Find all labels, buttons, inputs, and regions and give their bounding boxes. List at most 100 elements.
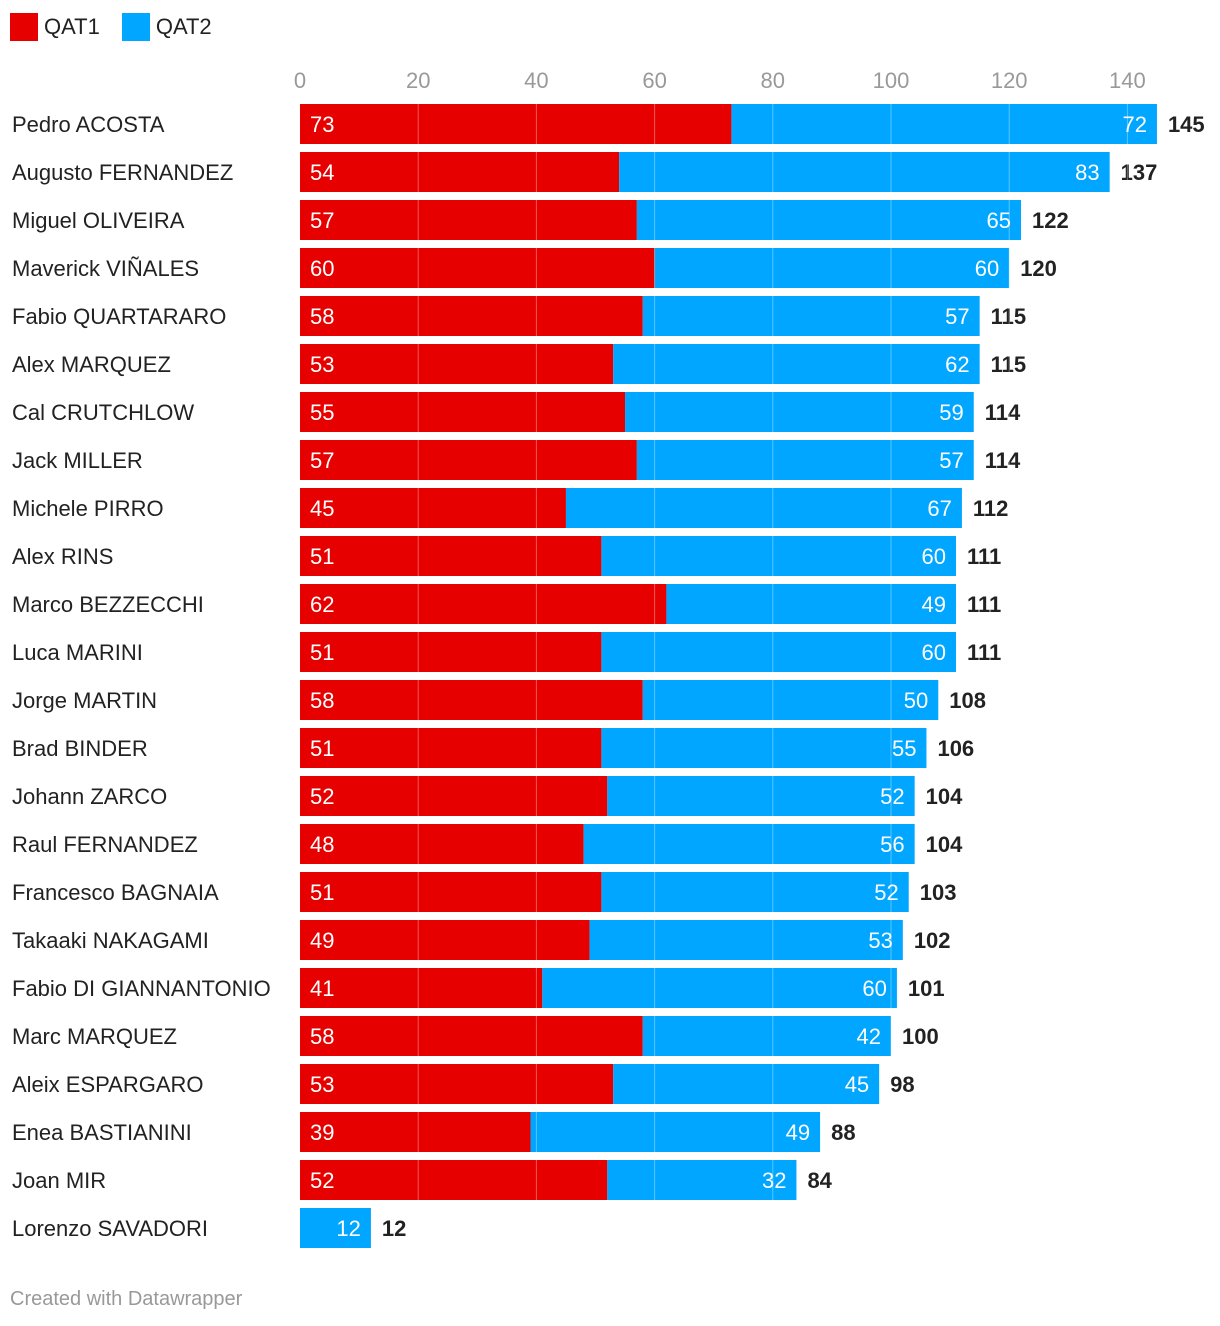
bar-label-qat2: 60 (922, 544, 946, 569)
legend-swatch-qat2 (121, 13, 150, 41)
category-label: Miguel OLIVEIRA (12, 208, 185, 233)
total-label: 114 (985, 448, 1021, 473)
bar-label-qat2: 52 (874, 880, 898, 905)
bar-qat1 (300, 920, 590, 960)
bar-label-qat1: 39 (310, 1120, 334, 1145)
bar-qat2 (613, 1064, 880, 1104)
bar-label-qat1: 53 (310, 352, 334, 377)
bar-label-qat2: 50 (904, 688, 928, 713)
total-label: 88 (831, 1120, 855, 1145)
legend-label-qat2: QAT2 (155, 14, 212, 39)
category-label: Enea BASTIANINI (12, 1120, 192, 1145)
category-label: Johann ZARCO (12, 784, 167, 809)
bar-qat1 (300, 1064, 614, 1104)
bar-qat2 (642, 680, 939, 720)
bar-label-qat1: 58 (310, 688, 334, 713)
total-label: 106 (937, 736, 974, 761)
bar-qat2 (601, 872, 909, 912)
bar-qat1 (300, 728, 602, 768)
bar-label-qat2: 57 (939, 448, 963, 473)
category-label: Alex RINS (12, 544, 113, 569)
bar-qat2 (625, 392, 974, 432)
total-label: 137 (1121, 160, 1158, 185)
legend-item-qat2: QAT2 (121, 13, 212, 41)
bar-qat1 (300, 776, 608, 816)
total-label: 112 (973, 496, 1009, 521)
total-label: 104 (926, 784, 963, 809)
category-label: Joan MIR (12, 1168, 106, 1193)
bar-qat2 (731, 104, 1157, 144)
bar-qat2 (642, 1016, 891, 1056)
x-tick-label: 60 (642, 68, 666, 93)
total-label: 102 (914, 928, 951, 953)
total-label: 98 (890, 1072, 914, 1097)
category-label: Luca MARINI (12, 640, 143, 665)
bar-qat2 (601, 536, 957, 576)
bar-label-qat2: 60 (862, 976, 886, 1001)
bar-qat1 (300, 824, 584, 864)
bar-label-qat1: 58 (310, 1024, 334, 1049)
bar-label-qat1: 57 (310, 448, 334, 473)
total-label: 108 (949, 688, 986, 713)
bar-qat2 (666, 584, 957, 624)
category-label: Takaaki NAKAGAMI (12, 928, 209, 953)
bar-qat2 (300, 1208, 371, 1248)
category-label: Lorenzo SAVADORI (12, 1216, 208, 1241)
total-label: 104 (926, 832, 963, 857)
stacked-bar-chart: Pedro ACOSTA 73 72 145 Augusto FERNANDEZ 54 83… (12, 68, 1205, 1248)
category-label: Cal CRUTCHLOW (12, 400, 194, 425)
bar-qat1 (300, 680, 643, 720)
category-label: Brad BINDER (12, 736, 148, 761)
category-label: Jack MILLER (12, 448, 143, 473)
bar-label-qat2: 65 (987, 208, 1011, 233)
bar-label-qat2: 49 (786, 1120, 810, 1145)
bar-label-qat1: 52 (310, 1168, 334, 1193)
bar-qat2 (583, 824, 915, 864)
bar-label-qat2: 12 (336, 1216, 360, 1241)
total-label: 114 (985, 400, 1021, 425)
bar-label-qat2: 67 (927, 496, 951, 521)
bar-qat1 (300, 104, 732, 144)
bar-qat1 (300, 1016, 643, 1056)
bar-label-qat2: 53 (868, 928, 892, 953)
x-tick-label: 40 (524, 68, 548, 93)
bar-qat2 (589, 920, 903, 960)
category-label: Augusto FERNANDEZ (12, 160, 233, 185)
category-label: Maverick VIÑALES (12, 256, 199, 281)
total-label: 100 (902, 1024, 939, 1049)
total-label: 111 (967, 640, 1001, 665)
category-label: Alex MARQUEZ (12, 352, 171, 377)
legend-label-qat1: QAT1 (44, 14, 100, 39)
bar-qat1 (300, 1112, 531, 1152)
total-label: 120 (1020, 256, 1057, 281)
bar-label-qat1: 60 (310, 256, 334, 281)
bar-qat2 (565, 488, 962, 528)
bar-label-qat1: 41 (310, 976, 334, 1001)
category-label: Raul FERNANDEZ (12, 832, 198, 857)
bar-qat2 (636, 440, 974, 480)
legend-swatch-qat1 (10, 13, 38, 41)
bar-qat2 (530, 1112, 821, 1152)
bar-label-qat1: 49 (310, 928, 334, 953)
x-tick-label: 20 (406, 68, 430, 93)
bar-qat2 (636, 200, 1022, 240)
bar-qat1 (300, 584, 667, 624)
bar-qat1 (300, 872, 602, 912)
total-label: 111 (967, 544, 1001, 569)
bar-qat1 (300, 968, 543, 1008)
total-label: 101 (908, 976, 945, 1001)
bar-label-qat2: 45 (845, 1072, 869, 1097)
category-label: Fabio QUARTARARO (12, 304, 226, 329)
bar-label-qat2: 72 (1122, 112, 1146, 137)
x-tick-label: 80 (761, 68, 785, 93)
total-label: 103 (920, 880, 957, 905)
bar-qat1 (300, 392, 626, 432)
total-label: 115 (991, 352, 1027, 377)
category-label: Marco BEZZECCHI (12, 592, 204, 617)
bar-qat1 (300, 1160, 608, 1200)
total-label: 145 (1168, 112, 1205, 137)
bar-label-qat2: 60 (922, 640, 946, 665)
bar-qat2 (542, 968, 897, 1008)
footer-credit: Created with Datawrapper (10, 1288, 243, 1310)
bar-label-qat1: 73 (310, 112, 334, 137)
